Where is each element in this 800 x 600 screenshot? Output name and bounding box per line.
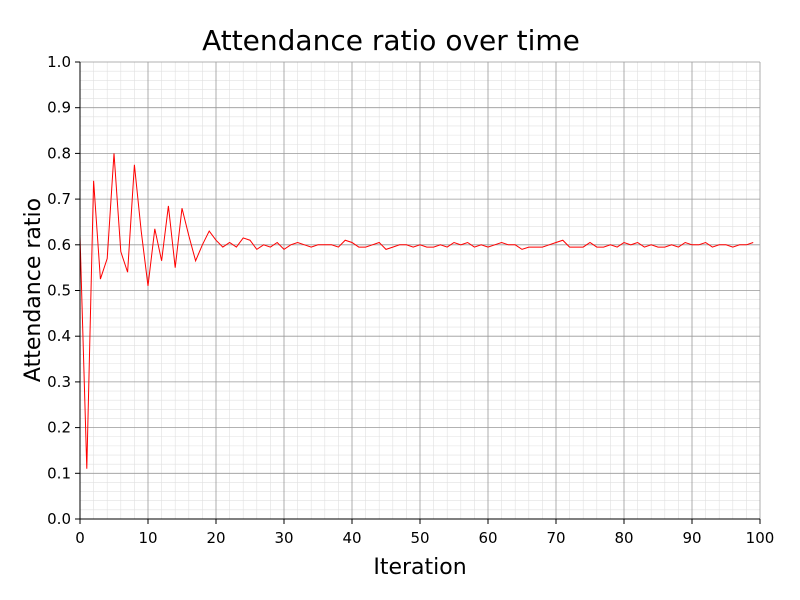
y-axis-label: Attendance ratio bbox=[21, 198, 46, 382]
chart-title: Attendance ratio over time bbox=[202, 24, 580, 57]
y-tick-label: 0.8 bbox=[47, 144, 71, 162]
y-tick-label: 1.0 bbox=[47, 53, 71, 71]
x-tick-label: 20 bbox=[206, 529, 225, 547]
x-tick-label: 80 bbox=[614, 529, 633, 547]
x-tick-label: 40 bbox=[342, 529, 361, 547]
y-tick-label: 0.6 bbox=[47, 236, 71, 254]
y-tick-label: 0.1 bbox=[47, 464, 71, 482]
x-tick-label: 0 bbox=[75, 529, 85, 547]
x-tick-label: 100 bbox=[746, 529, 775, 547]
y-tick-label: 0.4 bbox=[47, 327, 71, 345]
y-tick-label: 0.5 bbox=[47, 282, 71, 300]
x-axis-ticks: 0 10 20 30 40 50 60 70 80 90 100 bbox=[75, 519, 774, 547]
y-tick-label: 0.2 bbox=[47, 419, 71, 437]
x-tick-label: 60 bbox=[478, 529, 497, 547]
x-tick-label: 10 bbox=[138, 529, 157, 547]
y-tick-label: 0.3 bbox=[47, 373, 71, 391]
y-tick-label: 0.9 bbox=[47, 99, 71, 117]
y-tick-label: 0.0 bbox=[47, 510, 71, 528]
series-layer bbox=[79, 153, 754, 469]
series-line bbox=[79, 153, 754, 469]
x-tick-label: 50 bbox=[410, 529, 429, 547]
x-axis-label: Iteration bbox=[373, 555, 466, 580]
y-axis-ticks: 0.0 0.1 0.2 0.3 0.4 0.5 0.6 0.7 0.8 0.9 1.0 bbox=[47, 53, 80, 528]
x-tick-label: 30 bbox=[274, 529, 293, 547]
y-tick-label: 0.7 bbox=[47, 190, 71, 208]
x-tick-label: 70 bbox=[546, 529, 565, 547]
x-tick-label: 90 bbox=[682, 529, 701, 547]
